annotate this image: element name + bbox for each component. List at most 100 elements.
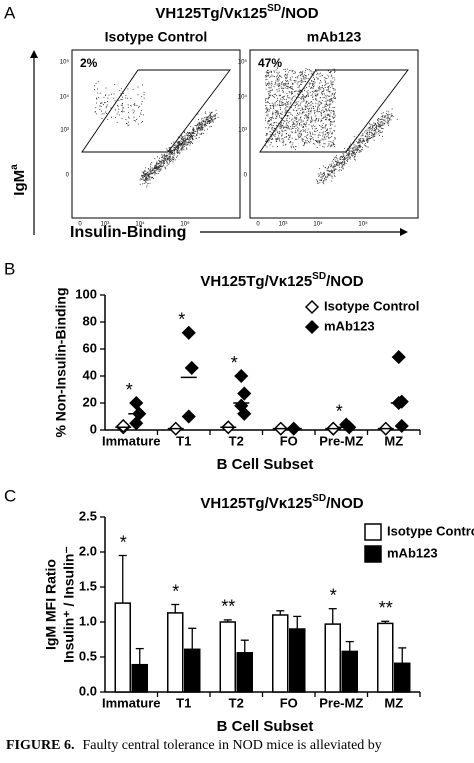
event-dot <box>338 170 340 172</box>
event-dot <box>372 125 374 127</box>
event-dot <box>304 117 305 119</box>
event-dot <box>351 147 353 149</box>
x-tick-label: 10⁴ <box>313 221 323 228</box>
event-dot <box>171 150 173 152</box>
event-dot <box>317 137 319 139</box>
event-dot <box>125 119 127 120</box>
event-dot <box>299 131 301 133</box>
event-dot <box>358 142 360 144</box>
event-dot <box>158 167 159 169</box>
event-dot <box>279 128 281 130</box>
event-dot <box>389 117 391 119</box>
event-dot <box>217 116 219 118</box>
event-dot <box>303 129 305 131</box>
error-bar <box>118 554 127 604</box>
event-dot <box>186 147 188 149</box>
event-dot <box>171 153 172 155</box>
event-dot <box>142 176 144 178</box>
event-dot <box>176 152 178 154</box>
event-dot <box>140 114 142 116</box>
event-dot <box>310 116 312 118</box>
event-dot <box>270 76 272 77</box>
event-dot <box>344 158 346 160</box>
event-dot <box>366 129 368 131</box>
event-dot <box>309 108 311 109</box>
event-dot <box>169 159 171 160</box>
event-dot <box>293 109 295 111</box>
event-dot <box>105 95 106 97</box>
event-dot <box>356 149 358 151</box>
event-dot <box>354 149 356 151</box>
event-dot <box>267 74 269 76</box>
event-dot <box>342 167 344 169</box>
event-dot <box>176 145 178 147</box>
chart-title: VH125Tg/Vκ125SD/NOD <box>200 271 363 290</box>
event-dot <box>296 83 298 85</box>
event-dot <box>201 124 203 126</box>
event-dot <box>274 134 276 136</box>
event-dot <box>291 86 293 88</box>
event-dot <box>324 143 326 145</box>
event-dot <box>161 166 163 168</box>
point <box>237 386 252 401</box>
event-dot <box>96 97 97 99</box>
event-dot <box>265 133 267 135</box>
event-dot <box>174 147 176 149</box>
event-dot <box>366 132 368 133</box>
event-dot <box>275 82 277 84</box>
event-dot <box>383 123 385 125</box>
event-dot <box>150 166 151 168</box>
event-dot <box>208 118 209 120</box>
event-dot <box>327 175 329 177</box>
event-dot <box>387 122 389 124</box>
event-dot <box>350 153 352 154</box>
event-dot <box>321 178 323 180</box>
event-dot <box>360 140 361 142</box>
event-dot <box>301 72 303 74</box>
event-dot <box>359 139 361 141</box>
event-dot <box>265 98 266 100</box>
event-dot <box>163 153 165 155</box>
event-dot <box>173 154 175 156</box>
event-dot <box>324 100 326 102</box>
y-tick-label: 80 <box>83 313 97 328</box>
event-dot <box>331 93 333 94</box>
event-dot <box>184 132 185 133</box>
event-dot <box>317 182 319 184</box>
event-dot <box>297 113 299 115</box>
event-dot <box>359 144 361 146</box>
event-dot <box>308 141 309 142</box>
event-dot <box>285 77 287 79</box>
event-dot <box>209 122 211 124</box>
event-dot <box>365 145 367 147</box>
event-dot <box>146 180 148 181</box>
event-dot <box>171 152 173 154</box>
event-dot <box>379 130 381 132</box>
event-dot <box>183 131 185 132</box>
event-dot <box>320 176 322 178</box>
event-dot <box>177 142 179 144</box>
event-dot <box>376 131 378 133</box>
event-dot <box>300 90 301 91</box>
event-dot <box>305 67 307 69</box>
event-dot <box>342 166 344 168</box>
event-dot <box>287 115 289 116</box>
event-dot <box>125 95 127 97</box>
event-dot <box>192 131 193 133</box>
event-dot <box>272 134 274 135</box>
event-dot <box>210 118 212 120</box>
event-dot <box>358 138 360 140</box>
event-dot <box>302 94 304 95</box>
y-tick-label: 0 <box>66 173 70 179</box>
event-dot <box>127 97 129 99</box>
event-dot <box>359 142 361 144</box>
event-dot <box>272 116 274 118</box>
event-dot <box>331 109 332 111</box>
gate-percent: 2% <box>80 56 98 70</box>
event-dot <box>327 99 329 101</box>
event-dot <box>277 90 279 92</box>
event-dot <box>209 120 210 121</box>
event-dot <box>332 121 334 123</box>
event-dot <box>130 105 132 107</box>
event-dot <box>355 148 357 150</box>
